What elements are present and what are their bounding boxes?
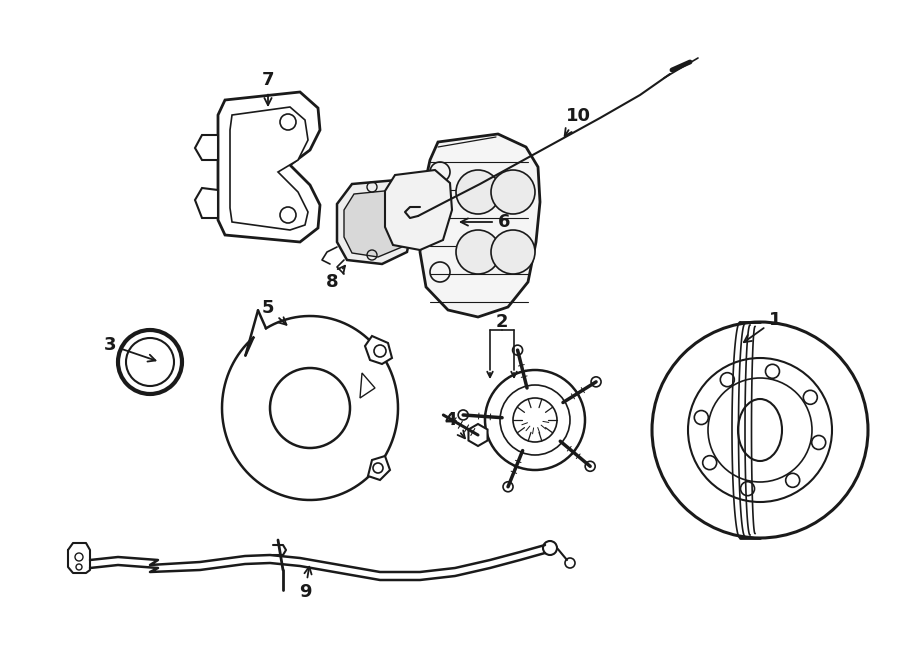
Circle shape xyxy=(491,230,535,274)
Text: 3: 3 xyxy=(104,336,156,362)
Polygon shape xyxy=(195,135,218,160)
Polygon shape xyxy=(368,456,390,480)
Text: 7: 7 xyxy=(262,71,274,105)
Polygon shape xyxy=(230,107,308,230)
Text: 2: 2 xyxy=(496,313,508,331)
Text: 10: 10 xyxy=(564,107,590,136)
Polygon shape xyxy=(344,190,409,257)
Text: 1: 1 xyxy=(744,311,781,342)
Polygon shape xyxy=(195,188,218,218)
Circle shape xyxy=(456,170,500,214)
Polygon shape xyxy=(218,92,320,242)
Text: 9: 9 xyxy=(299,566,311,601)
Polygon shape xyxy=(337,180,414,264)
Circle shape xyxy=(456,230,500,274)
Text: 4: 4 xyxy=(444,411,465,438)
Text: 8: 8 xyxy=(326,266,345,291)
Polygon shape xyxy=(469,424,488,446)
Polygon shape xyxy=(385,170,452,250)
Text: 5: 5 xyxy=(262,299,286,325)
Text: 6: 6 xyxy=(461,213,510,231)
Polygon shape xyxy=(365,336,392,364)
Polygon shape xyxy=(360,373,375,398)
Circle shape xyxy=(491,170,535,214)
Polygon shape xyxy=(420,134,540,317)
